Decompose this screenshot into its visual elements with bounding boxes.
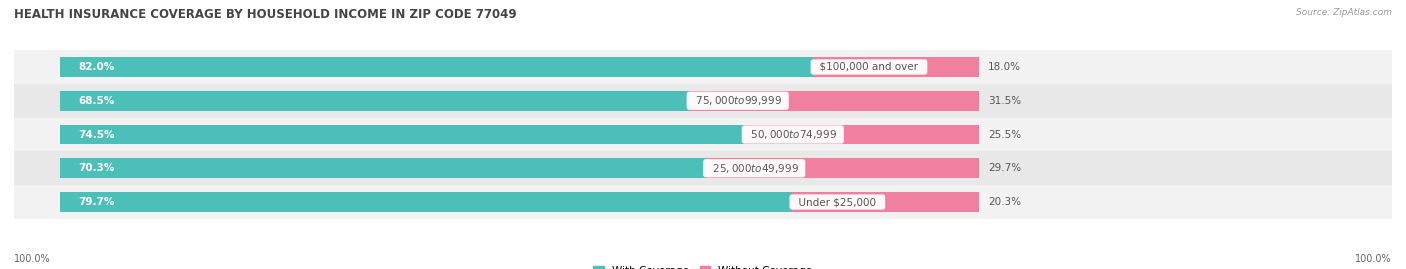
Bar <box>14 84 1392 118</box>
Text: Under $25,000: Under $25,000 <box>792 197 883 207</box>
Text: 25.5%: 25.5% <box>988 129 1021 140</box>
Bar <box>60 125 744 144</box>
Bar <box>14 50 1392 84</box>
Bar <box>60 57 813 77</box>
Text: $100,000 and over: $100,000 and over <box>813 62 925 72</box>
Text: $75,000 to $99,999: $75,000 to $99,999 <box>689 94 786 107</box>
Bar <box>14 118 1392 151</box>
Text: 68.5%: 68.5% <box>79 96 115 106</box>
Bar <box>14 185 1392 219</box>
Bar <box>14 151 1392 185</box>
Bar <box>706 158 979 178</box>
Text: 82.0%: 82.0% <box>79 62 115 72</box>
Text: 18.0%: 18.0% <box>988 62 1021 72</box>
Text: 20.3%: 20.3% <box>988 197 1021 207</box>
Text: 79.7%: 79.7% <box>79 197 115 207</box>
Legend: With Coverage, Without Coverage: With Coverage, Without Coverage <box>593 266 813 269</box>
Text: 100.0%: 100.0% <box>14 254 51 264</box>
Bar <box>60 91 689 111</box>
Bar <box>744 125 979 144</box>
Text: 70.3%: 70.3% <box>79 163 115 173</box>
Bar <box>792 192 979 212</box>
Text: Source: ZipAtlas.com: Source: ZipAtlas.com <box>1296 8 1392 17</box>
Bar <box>60 192 792 212</box>
Bar <box>689 91 979 111</box>
Text: HEALTH INSURANCE COVERAGE BY HOUSEHOLD INCOME IN ZIP CODE 77049: HEALTH INSURANCE COVERAGE BY HOUSEHOLD I… <box>14 8 516 21</box>
Bar <box>60 158 706 178</box>
Text: 74.5%: 74.5% <box>79 129 115 140</box>
Text: 31.5%: 31.5% <box>988 96 1021 106</box>
Text: 29.7%: 29.7% <box>988 163 1021 173</box>
Text: $50,000 to $74,999: $50,000 to $74,999 <box>744 128 841 141</box>
Bar <box>813 57 979 77</box>
Text: 100.0%: 100.0% <box>1355 254 1392 264</box>
Text: $25,000 to $49,999: $25,000 to $49,999 <box>706 162 803 175</box>
